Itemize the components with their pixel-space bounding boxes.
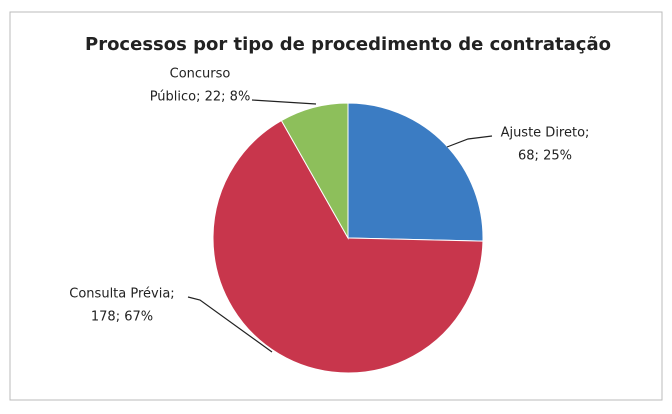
data-label: Público; 22; 8% (150, 90, 251, 105)
pie-slice (280, 102, 349, 240)
data-label: Consulta Prévia; (69, 287, 174, 302)
data-label: Concurso (170, 67, 231, 82)
pie-slice (212, 119, 484, 374)
leader-line (251, 99, 317, 105)
data-label: Ajuste Direto; (501, 126, 590, 141)
data-label: 178; 67% (91, 310, 153, 325)
leader-line (446, 135, 493, 148)
leader-line (187, 296, 273, 353)
pie-slice (347, 102, 484, 242)
data-label: 68; 25% (518, 149, 572, 164)
pie (212, 102, 484, 374)
chart-title: Processos por tipo de procedimento de co… (85, 34, 611, 55)
